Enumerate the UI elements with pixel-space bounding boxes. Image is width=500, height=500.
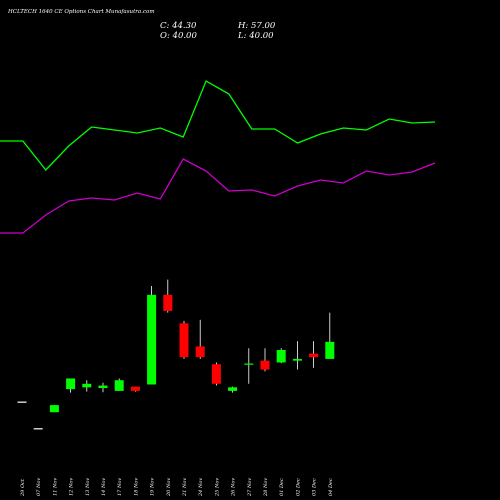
candle-body xyxy=(309,353,319,358)
x-tick-label: 20 Nov xyxy=(166,478,172,497)
candles xyxy=(17,279,335,430)
candle-body xyxy=(49,405,59,413)
candle-body xyxy=(195,346,205,358)
x-tick-label: 29 Oct xyxy=(20,478,26,497)
x-tick-label: 04 Dec xyxy=(328,478,334,496)
candle-body xyxy=(179,323,189,358)
x-tick-label: 03 Dec xyxy=(312,478,318,496)
x-tick-label: 26 Nov xyxy=(231,478,237,497)
x-tick-label: 07 Nov xyxy=(36,478,42,496)
chart-title: HCLTECH 1640 CE Options Chart Munafasutr… xyxy=(7,9,155,15)
candle-body xyxy=(98,385,108,389)
candle-body xyxy=(292,358,302,361)
lower-line-series xyxy=(0,158,436,234)
candle-body xyxy=(260,360,270,370)
upper-line-series xyxy=(0,80,436,171)
x-tick-label: 25 Nov xyxy=(214,478,220,497)
candle-body xyxy=(17,401,27,403)
candle-body xyxy=(147,294,157,385)
candle-body xyxy=(228,387,238,391)
open-value: O: 40.00 xyxy=(160,31,197,41)
candle-body xyxy=(244,363,254,365)
x-tick-label: 17 Nov xyxy=(117,478,123,496)
x-tick-label: 02 Dec xyxy=(295,478,301,496)
candle-body xyxy=(276,350,286,363)
x-axis-ticks: 29 Oct 07 Nov 11 Nov 12 Nov 13 Nov 14 Nov 17 N… xyxy=(20,478,334,497)
candle-body xyxy=(130,386,140,391)
high-value: H: 57.00 xyxy=(237,21,276,31)
x-tick-label: 14 Nov xyxy=(101,478,107,496)
candle-body xyxy=(325,341,335,359)
x-tick-label: 19 Nov xyxy=(150,478,156,496)
candle-body xyxy=(163,294,173,311)
x-tick-label: 13 Nov xyxy=(85,478,91,496)
x-tick-label: 12 Nov xyxy=(69,478,75,496)
candle-body xyxy=(33,428,43,430)
x-tick-label: 01 Dec xyxy=(279,478,285,496)
x-tick-label: 21 Nov xyxy=(182,478,188,497)
x-tick-label: 18 Nov xyxy=(133,478,139,496)
candle-body xyxy=(114,380,124,391)
x-tick-label: 27 Nov xyxy=(247,478,253,497)
candle-body xyxy=(66,378,76,390)
candle-body xyxy=(82,383,92,388)
close-value: C: 44.30 xyxy=(160,21,197,31)
x-tick-label: 11 Nov xyxy=(52,478,58,496)
low-value: L: 40.00 xyxy=(237,31,274,41)
x-tick-label: 28 Nov xyxy=(263,478,269,497)
indicator-lines xyxy=(0,80,436,234)
candle-body xyxy=(211,364,221,384)
x-tick-label: 24 Nov xyxy=(198,478,204,497)
